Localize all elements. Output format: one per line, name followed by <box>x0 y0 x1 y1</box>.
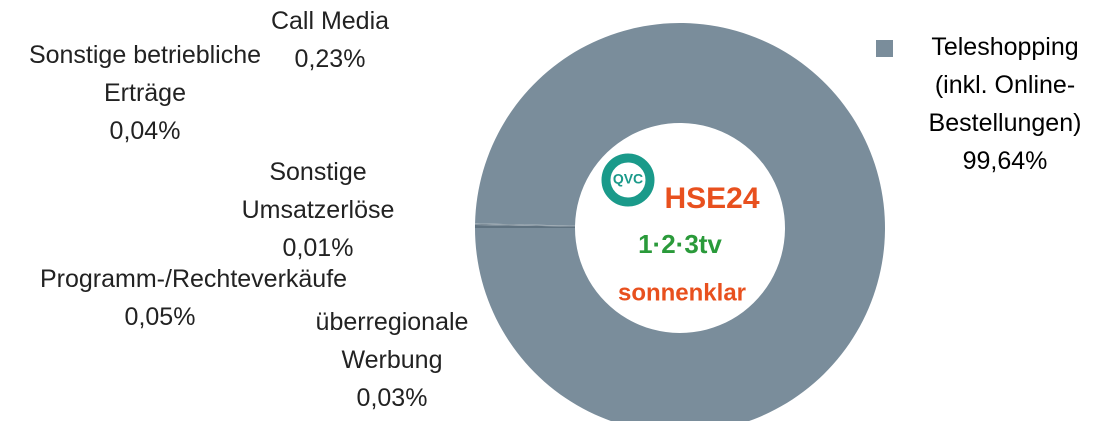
value-label: 0,04% <box>109 117 181 145</box>
category-label: Programm-/Rechteverkäufe <box>40 265 348 293</box>
donut-slice <box>475 224 576 227</box>
value-label: 0,03% <box>356 384 428 412</box>
data-label: Sonstige Umsatzerlöse 0,01% <box>228 153 408 267</box>
donut-slice <box>475 225 576 228</box>
category-label: Sonstige Umsatzerlöse <box>241 158 395 224</box>
data-label: Programm-/Rechteverkäufe 0,05% <box>40 260 348 336</box>
value-label: 0,23% <box>294 45 366 73</box>
logo-sonnenklar: sonnenklar <box>618 279 746 306</box>
data-label: Call Media 0,23% <box>260 2 400 78</box>
donut-slice <box>475 223 576 226</box>
legend-entry: Teleshopping (inkl. Online-Bestellungen)… <box>905 28 1105 180</box>
data-label: überregionale Werbung 0,03% <box>292 303 492 417</box>
value-label: 0,05% <box>124 303 196 331</box>
category-label: überregionale Werbung <box>315 308 469 374</box>
donut-slice <box>475 23 885 421</box>
category-label: Call Media <box>270 7 390 35</box>
logo-hse24: HSE24 <box>664 182 759 215</box>
value-label: 99,64% <box>962 147 1048 175</box>
data-label: Sonstige betriebliche Erträge 0,04% <box>5 36 285 150</box>
legend-label: Teleshopping (inkl. Online-Bestellungen) <box>928 33 1082 137</box>
donut-slice <box>475 224 576 227</box>
donut-slice <box>475 223 576 227</box>
category-label: Sonstige betriebliche Erträge <box>28 41 262 107</box>
legend-marker <box>876 40 893 57</box>
logo-qvc-ring <box>601 153 655 207</box>
logo-123tv: 1·2·3tv <box>638 229 722 259</box>
value-label: 0,01% <box>282 234 354 262</box>
logo-qvc: QVC <box>613 171 643 187</box>
